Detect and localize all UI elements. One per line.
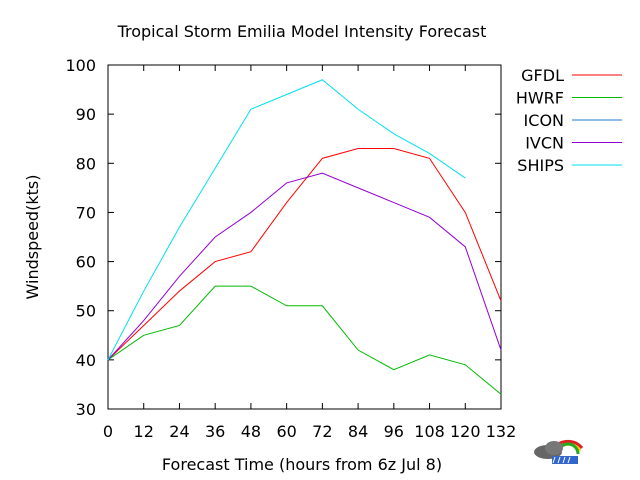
x-tick-label: 120	[450, 422, 481, 441]
y-axis-label: Windspeed(kts)	[23, 175, 42, 300]
series-line-gfdl	[107, 148, 502, 361]
x-tick-label: 12	[134, 422, 154, 441]
x-tick-label: 0	[103, 422, 113, 441]
legend-label-ships: SHIPS	[517, 156, 564, 175]
y-tick-label: 90	[76, 105, 96, 124]
chart-title: Tropical Storm Emilia Model Intensity Fo…	[117, 22, 487, 41]
x-tick-label: 132	[486, 422, 517, 441]
series-layer	[107, 79, 502, 395]
y-tick-label: 40	[76, 351, 96, 370]
legend-label-ivcn: IVCN	[525, 134, 564, 153]
series-line-ships	[107, 79, 466, 361]
x-axis: 0 12 24 36 48 60 72 84 96 108 120 132	[103, 65, 516, 441]
legend-label-gfdl: GFDL	[521, 66, 564, 85]
legend-label-icon: ICON	[524, 111, 564, 130]
series-line-hwrf	[107, 285, 502, 395]
x-tick-label: 48	[241, 422, 261, 441]
y-tick-label: 30	[76, 400, 96, 419]
plot-frame	[107, 64, 502, 410]
x-tick-label: 72	[312, 422, 332, 441]
legend: GFDL HWRF ICON IVCN SHIPS	[516, 66, 622, 175]
y-axis: 30 40 50 60 70 80 90 100	[65, 56, 501, 419]
legend-label-hwrf: HWRF	[516, 89, 564, 108]
x-tick-label: 84	[348, 422, 368, 441]
y-tick-label: 70	[76, 203, 96, 222]
x-tick-label: 60	[276, 422, 296, 441]
x-tick-label: 24	[169, 422, 189, 441]
x-tick-label: 96	[384, 422, 404, 441]
x-tick-label: 108	[414, 422, 445, 441]
weather-logo-icon	[534, 439, 584, 464]
x-tick-label: 36	[205, 422, 225, 441]
x-axis-label: Forecast Time (hours from 6z Jul 8)	[162, 455, 442, 474]
series-line-ivcn	[107, 172, 502, 361]
y-tick-label: 60	[76, 253, 96, 272]
y-tick-label: 50	[76, 302, 96, 321]
y-tick-label: 100	[65, 56, 96, 75]
y-tick-label: 80	[76, 154, 96, 173]
